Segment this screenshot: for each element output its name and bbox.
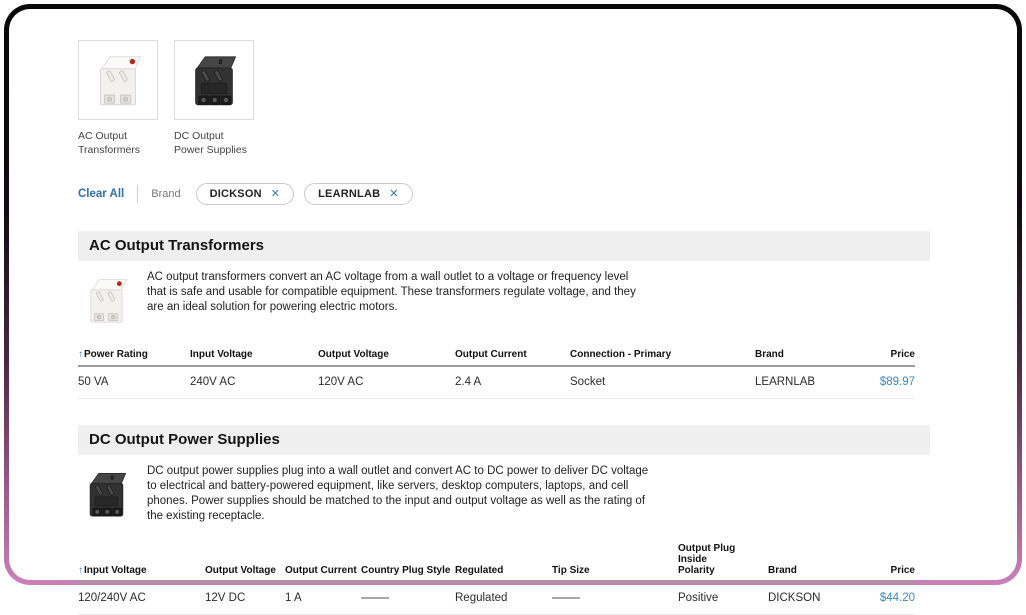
column-header-output-plug-inside[interactable]: Output Plug Inside Polarity — [678, 541, 768, 584]
ac-transformer-thumbnail — [78, 270, 147, 335]
category-card-ac-output-transformers[interactable]: AC Output Transformers — [78, 40, 160, 157]
column-header-regulated[interactable]: Regulated — [455, 541, 552, 584]
product-cell: 1 A — [285, 582, 361, 615]
column-header-power-rating[interactable]: ↑Power Rating — [78, 347, 190, 368]
table-header-row: ↑Input Voltage Output Voltage Output Curre… — [78, 541, 915, 584]
product-cell: 50 VA — [78, 366, 190, 400]
product-cell: Socket — [570, 366, 755, 400]
column-header-connection-primary[interactable]: Connection - Primary — [570, 347, 755, 368]
filter-chip-learnlab[interactable]: LEARNLAB ✕ — [304, 183, 413, 206]
product-cell: DICKSON — [768, 582, 840, 615]
ac-products-table: ↑Power Rating Input Voltage Output Voltage… — [78, 347, 915, 400]
section-dc-output-power-supplies: DC Output Power Supplies DC output power… — [78, 425, 930, 615]
page-content: AC Output Transformers DC Output Power S… — [78, 40, 930, 615]
sort-ascending-icon: ↑ — [78, 565, 83, 577]
column-header-output-current[interactable]: Output Current — [455, 347, 570, 368]
filter-chip-dickson[interactable]: DICKSON ✕ — [195, 183, 295, 206]
section-title: AC Output Transformers — [78, 231, 930, 262]
column-header-output-voltage[interactable]: Output Voltage — [318, 347, 455, 368]
dc-power-supply-thumbnail — [78, 464, 147, 529]
section-description-row: AC output transformers convert an AC vol… — [78, 270, 930, 335]
column-header-output-voltage[interactable]: Output Voltage — [205, 541, 285, 584]
product-cell: LEARNLAB — [755, 366, 860, 400]
category-card-label: AC Output Transformers — [78, 130, 141, 157]
remove-filter-icon[interactable]: ✕ — [270, 187, 281, 200]
section-description: DC output power supplies plug into a wal… — [147, 465, 649, 523]
product-cell — [552, 582, 678, 615]
product-cell — [361, 582, 455, 615]
price-link[interactable]: $44.20 — [840, 582, 915, 615]
column-header-price[interactable]: Price — [860, 347, 915, 368]
product-cell: 120/240V AC — [78, 582, 205, 615]
column-header-input-voltage[interactable]: Input Voltage — [190, 347, 318, 368]
product-cell: Positive — [678, 582, 768, 615]
product-row: 50 VA 240V AC 120V AC 2.4 A Socket LEARNLAB $8… — [78, 366, 915, 400]
clear-all-link[interactable]: Clear All — [78, 188, 125, 201]
filter-chip-label: DICKSON — [209, 188, 262, 201]
product-row: 120/240V AC 12V DC 1 A Regulated Positive DIC… — [78, 582, 915, 615]
product-cell: Regulated — [455, 582, 552, 615]
column-header-tip-size[interactable]: Tip Size — [552, 541, 678, 584]
active-filters-bar: Clear All Brand DICKSON ✕ LEARNLAB ✕ — [78, 183, 930, 206]
price-link[interactable]: $89.97 — [860, 366, 915, 400]
dc-products-table: ↑Input Voltage Output Voltage Output Curre… — [78, 541, 915, 615]
dc-power-supply-image — [174, 40, 254, 120]
product-cell: 240V AC — [190, 366, 318, 400]
column-header-input-voltage[interactable]: ↑Input Voltage — [78, 541, 205, 584]
category-card-label: DC Output Power Supplies — [174, 130, 247, 157]
product-cell: 2.4 A — [455, 366, 570, 400]
filter-chip-label: LEARNLAB — [318, 188, 381, 201]
sort-ascending-icon: ↑ — [78, 349, 83, 361]
filter-group-label: Brand — [151, 188, 181, 201]
table-header-row: ↑Power Rating Input Voltage Output Voltage… — [78, 347, 915, 368]
column-header-brand[interactable]: Brand — [755, 347, 860, 368]
column-header-country-plug-style[interactable]: Country Plug Style — [361, 541, 455, 584]
category-card-dc-output-power-supplies[interactable]: DC Output Power Supplies — [174, 40, 256, 157]
product-cell: 12V DC — [205, 582, 285, 615]
section-ac-output-transformers: AC Output Transformers AC output transfo… — [78, 231, 930, 400]
column-header-price[interactable]: Price — [840, 541, 915, 584]
section-description-row: DC output power supplies plug into a wal… — [78, 464, 930, 529]
no-value-dash — [361, 597, 389, 600]
category-cards: AC Output Transformers DC Output Power S… — [78, 40, 930, 157]
column-header-brand[interactable]: Brand — [768, 541, 840, 584]
section-description: AC output transformers convert an AC vol… — [147, 271, 636, 314]
section-title: DC Output Power Supplies — [78, 425, 930, 456]
ac-transformer-image — [78, 40, 158, 120]
no-value-dash — [552, 597, 580, 600]
product-cell: 120V AC — [318, 366, 455, 400]
filter-divider — [137, 185, 139, 204]
remove-filter-icon[interactable]: ✕ — [389, 187, 399, 200]
column-header-output-current[interactable]: Output Current — [285, 541, 361, 584]
